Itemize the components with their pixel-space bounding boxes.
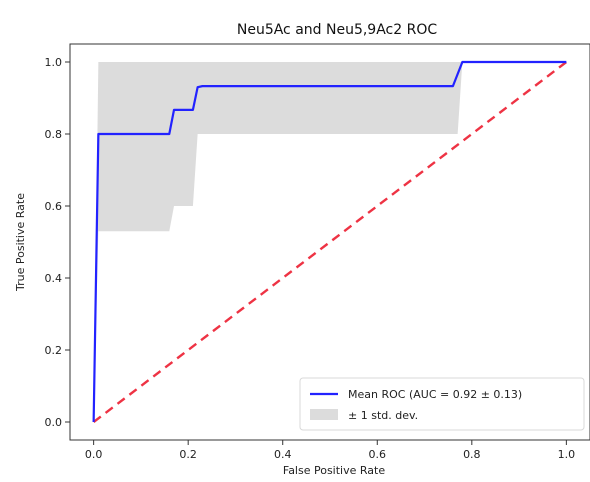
x-tick-label: 1.0 bbox=[558, 448, 576, 461]
chance-diagonal-line bbox=[92, 61, 568, 423]
legend-patch-swatch bbox=[310, 409, 338, 420]
y-tick-label: 0.6 bbox=[45, 200, 63, 213]
legend-item-label: Mean ROC (AUC = 0.92 ± 0.13) bbox=[348, 388, 522, 401]
y-tick-label: 0.8 bbox=[45, 128, 63, 141]
chart-title: Neu5Ac and Neu5,9Ac2 ROC bbox=[237, 22, 437, 38]
x-tick-label: 0.4 bbox=[274, 448, 292, 461]
x-tick-label: 0.2 bbox=[179, 448, 197, 461]
legend-box bbox=[299, 377, 585, 431]
y-axis-label: True Positive Rate bbox=[14, 193, 27, 292]
plot-frame bbox=[69, 43, 590, 441]
y-tick-label: 0.0 bbox=[45, 416, 63, 429]
x-axis-label: False Positive Rate bbox=[283, 464, 385, 477]
y-tick-label: 0.4 bbox=[45, 272, 63, 285]
mean-roc-line bbox=[92, 60, 567, 423]
x-tick-label: 0.6 bbox=[369, 448, 387, 461]
x-tick-label: 0.0 bbox=[85, 448, 103, 461]
legend-item-label: ± 1 std. dev. bbox=[348, 409, 418, 422]
legend: Mean ROC (AUC = 0.92 ± 0.13) ± 1 std. dev… bbox=[299, 377, 585, 431]
plot-area: 0.0 0.2 0.4 0.6 0.8 1.0 0.0 0.2 0.4 0.6 0.8 1.0 bbox=[45, 43, 590, 461]
std-dev-band bbox=[93, 62, 567, 422]
y-tick-label: 1.0 bbox=[45, 56, 63, 69]
y-tick-label: 0.2 bbox=[45, 344, 63, 357]
x-tick-label: 0.8 bbox=[463, 448, 481, 461]
